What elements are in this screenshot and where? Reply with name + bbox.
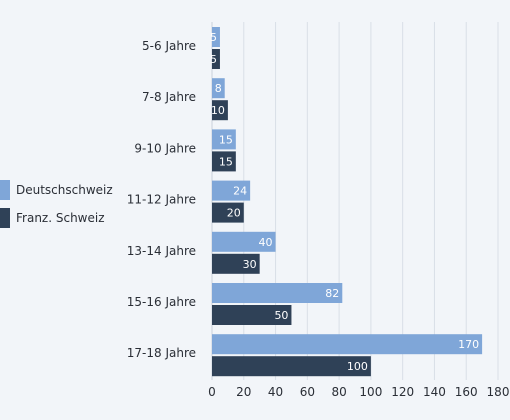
- bar-value-label: 8: [215, 82, 222, 95]
- bar-value-label: 50: [274, 309, 288, 322]
- bar-deutschschweiz-1[interactable]: [212, 78, 225, 99]
- category-label: 15-16 Jahre: [127, 295, 196, 309]
- x-tick-label: 140: [423, 385, 446, 399]
- category-label: 13-14 Jahre: [127, 244, 196, 258]
- category-label: 11-12 Jahre: [127, 193, 196, 207]
- legend-item-deutschschweiz[interactable]: Deutschschweiz: [0, 176, 113, 204]
- bar-deutschschweiz-6[interactable]: [212, 334, 483, 355]
- bar-value-label: 10: [211, 104, 225, 117]
- category-label: 17-18 Jahre: [127, 346, 196, 360]
- bar-deutschschweiz-5[interactable]: [212, 283, 343, 303]
- bar-value-label: 170: [458, 338, 479, 351]
- category-labels: 5-6 Jahre 7-8 Jahre 9-10 Jahre 11-12 Jahre 1…: [127, 39, 196, 360]
- bar-franz-schweiz-2[interactable]: [212, 151, 236, 172]
- legend-swatch-deutschschweiz: [0, 180, 10, 200]
- bar-value-label: 82: [325, 287, 339, 300]
- bar-deutschschweiz-3[interactable]: [212, 180, 251, 201]
- bar-value-label: 5: [210, 31, 217, 44]
- bar-franz-schweiz-4[interactable]: [212, 253, 260, 274]
- category-label: 7-8 Jahre: [142, 90, 196, 104]
- x-tick-labels: 0 20 40 60 80 100 120 140 160 180: [208, 385, 509, 399]
- bar-value-label: 100: [347, 360, 368, 373]
- legend: Deutschschweiz Franz. Schweiz: [0, 176, 113, 232]
- x-tick-label: 80: [331, 385, 346, 399]
- bar-franz-schweiz-5[interactable]: [212, 305, 292, 325]
- legend-item-franz-schweiz[interactable]: Franz. Schweiz: [0, 204, 113, 232]
- x-tick-label: 20: [236, 385, 251, 399]
- x-tick-label: 100: [359, 385, 382, 399]
- bar-value-label: 5: [210, 53, 217, 66]
- x-tick-label: 160: [455, 385, 478, 399]
- x-tick-label: 60: [300, 385, 315, 399]
- bar-value-label: 15: [219, 133, 233, 146]
- x-tick-label: 0: [208, 385, 216, 399]
- grid-lines: [211, 22, 499, 380]
- category-label: 5-6 Jahre: [142, 39, 196, 53]
- x-tick-label: 40: [268, 385, 283, 399]
- bar-value-label: 20: [227, 207, 241, 220]
- legend-swatch-franz-schweiz: [0, 208, 10, 228]
- bar-franz-schweiz-3[interactable]: [212, 202, 244, 223]
- category-label: 9-10 Jahre: [134, 141, 196, 155]
- legend-label-deutschschweiz: Deutschschweiz: [16, 183, 113, 197]
- bar-franz-schweiz-1[interactable]: [212, 100, 228, 121]
- legend-label-franz-schweiz: Franz. Schweiz: [16, 211, 105, 225]
- bar-deutschschweiz-4[interactable]: [212, 231, 276, 252]
- bar-deutschschweiz-0[interactable]: [212, 27, 220, 47]
- bar-value-label: 24: [233, 185, 247, 198]
- x-tick-label: 120: [391, 385, 414, 399]
- bar-franz-schweiz-6[interactable]: [212, 356, 371, 377]
- bar-deutschschweiz-2[interactable]: [212, 129, 236, 150]
- bar-franz-schweiz-0[interactable]: [212, 49, 220, 69]
- x-tick-label: 180: [487, 385, 510, 399]
- bar-value-label: 15: [219, 155, 233, 168]
- bar-value-label: 30: [243, 258, 257, 271]
- bar-value-label: 40: [259, 236, 273, 249]
